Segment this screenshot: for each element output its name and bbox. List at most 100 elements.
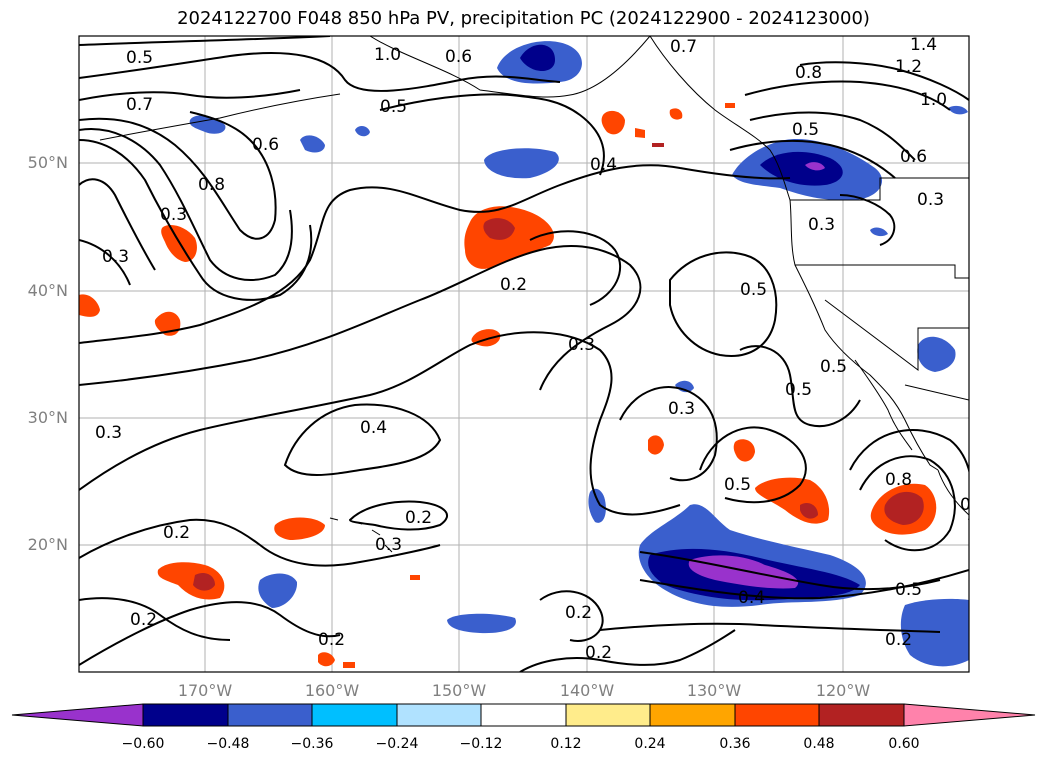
precip-positive-area bbox=[601, 110, 625, 135]
contour-label: 0.8 bbox=[885, 470, 912, 490]
contour-label: 0.2 bbox=[960, 495, 987, 515]
contour-label: 0.3 bbox=[160, 205, 187, 225]
lat-label: 20°N bbox=[27, 535, 68, 554]
colorbar-bin bbox=[480, 703, 567, 727]
contour-label: 0.3 bbox=[375, 535, 402, 555]
contour-label: 1.0 bbox=[920, 90, 947, 110]
precip-positive-area bbox=[274, 517, 325, 540]
precip-positive-area bbox=[652, 143, 664, 147]
contour-label: 0.2 bbox=[585, 643, 612, 663]
lon-label: 140°W bbox=[559, 681, 615, 700]
contour-label: 0.3 bbox=[808, 215, 835, 235]
lat-label: 30°N bbox=[27, 408, 68, 427]
precip-negative-area bbox=[258, 573, 298, 608]
precip-negative-area bbox=[355, 126, 370, 137]
contour-label: 0.2 bbox=[318, 630, 345, 650]
mexico-coast bbox=[937, 469, 969, 516]
precip-positive-core bbox=[884, 491, 924, 525]
contour-label: 0.4 bbox=[738, 588, 765, 608]
contour-label: 0.2 bbox=[405, 508, 432, 528]
contour-label: 0.2 bbox=[885, 630, 912, 650]
precip-negative-peak bbox=[805, 162, 825, 171]
colorbar-tick-label: −0.24 bbox=[375, 736, 419, 752]
colorbar-tick-label: −0.60 bbox=[121, 736, 165, 752]
colorbar-tick-label: 0.48 bbox=[803, 736, 835, 752]
precip-positive-area bbox=[648, 435, 664, 455]
map-frame bbox=[78, 35, 970, 673]
pv-contours bbox=[79, 36, 969, 672]
precip-positive-area bbox=[410, 575, 420, 580]
lon-label: 170°W bbox=[177, 681, 233, 700]
contour-label: 0.3 bbox=[917, 190, 944, 210]
contour-label: 0.2 bbox=[163, 523, 190, 543]
contour-label: 0.5 bbox=[895, 580, 922, 600]
colorbar-bin bbox=[565, 703, 651, 727]
precip-positive-area bbox=[79, 294, 100, 317]
contour-label: 0.5 bbox=[820, 357, 847, 377]
contour-label: 0.3 bbox=[102, 247, 129, 267]
precip-negative-area bbox=[675, 380, 694, 393]
contour-label: 0.5 bbox=[740, 280, 767, 300]
colorbar-extend-low bbox=[11, 703, 144, 727]
lat-label: 40°N bbox=[27, 281, 68, 300]
colorbar-tick-label: 0.36 bbox=[719, 736, 751, 752]
contour-label: 0.2 bbox=[130, 610, 157, 630]
contour-label: 1.0 bbox=[374, 45, 401, 65]
contour-label: 0.8 bbox=[198, 175, 225, 195]
precip-negative-area bbox=[588, 488, 606, 523]
precip-negative-area bbox=[484, 148, 559, 179]
lat-label: 50°N bbox=[27, 153, 68, 172]
map-title: 2024122700 F048 850 hPa PV, precipitatio… bbox=[177, 8, 870, 29]
lon-label: 150°W bbox=[431, 681, 487, 700]
colorbar-tick-label: 0.24 bbox=[634, 736, 666, 752]
contour-label: 0.6 bbox=[445, 47, 472, 67]
contour-label: 0.4 bbox=[590, 155, 617, 175]
colorbar-bin bbox=[734, 703, 820, 727]
state-border-2 bbox=[795, 264, 969, 279]
colorbar-tick-label: −0.48 bbox=[206, 736, 250, 752]
colorbar-tick-label: −0.36 bbox=[290, 736, 334, 752]
precip-negative-area bbox=[870, 227, 888, 237]
colorbar-extend-high bbox=[903, 703, 1036, 727]
contour-labels: 0.5 1.0 0.6 0.7 1.4 1.2 0.8 1.0 0.7 0.5 … bbox=[95, 36, 987, 663]
contour-label: 0.5 bbox=[380, 97, 407, 117]
contour-label: 0.7 bbox=[670, 37, 697, 57]
contour-label: 0.6 bbox=[900, 147, 927, 167]
colorbar-bin bbox=[649, 703, 736, 727]
precip-negative-core bbox=[520, 44, 555, 72]
colorbar-bin bbox=[396, 703, 482, 727]
precip-positive-area bbox=[635, 128, 645, 138]
precip-positive-area bbox=[343, 662, 355, 668]
contour-label: 0.2 bbox=[565, 603, 592, 623]
precip-positive-area bbox=[725, 103, 735, 108]
precip-positive-area bbox=[318, 652, 335, 667]
precip-positive-core bbox=[800, 503, 818, 519]
baja-california bbox=[854, 359, 913, 451]
coastlines bbox=[99, 36, 969, 553]
contour-label: 0.3 bbox=[568, 335, 595, 355]
precip-positive-core bbox=[483, 218, 515, 240]
contour-label: 1.2 bbox=[895, 57, 922, 77]
precip-negative-area bbox=[917, 336, 956, 372]
precip-positive-core bbox=[193, 573, 215, 591]
contour-label: 0.5 bbox=[126, 48, 153, 68]
state-border-3 bbox=[824, 299, 969, 372]
colorbar-tick-label: −0.12 bbox=[459, 736, 503, 752]
colorbar bbox=[11, 703, 1036, 727]
precip-negative-area bbox=[300, 135, 325, 153]
contour-label: 0.5 bbox=[785, 380, 812, 400]
aleutian-islands bbox=[99, 93, 341, 141]
contour-label: 0.3 bbox=[668, 399, 695, 419]
contour-label: 0.4 bbox=[360, 418, 387, 438]
precip-positive-area bbox=[669, 108, 683, 120]
lon-label: 120°W bbox=[815, 681, 871, 700]
precip-negative-peak bbox=[688, 555, 799, 589]
colorbar-bin bbox=[311, 703, 398, 727]
contour-label: 0.6 bbox=[252, 135, 279, 155]
lon-label: 160°W bbox=[304, 681, 360, 700]
map-panel: 0.5 1.0 0.6 0.7 1.4 1.2 0.8 1.0 0.7 0.5 … bbox=[79, 36, 987, 672]
contour-label: 0.2 bbox=[500, 275, 527, 295]
contour-label: 0.7 bbox=[126, 95, 153, 115]
colorbar-tick-label: 0.12 bbox=[550, 736, 582, 752]
